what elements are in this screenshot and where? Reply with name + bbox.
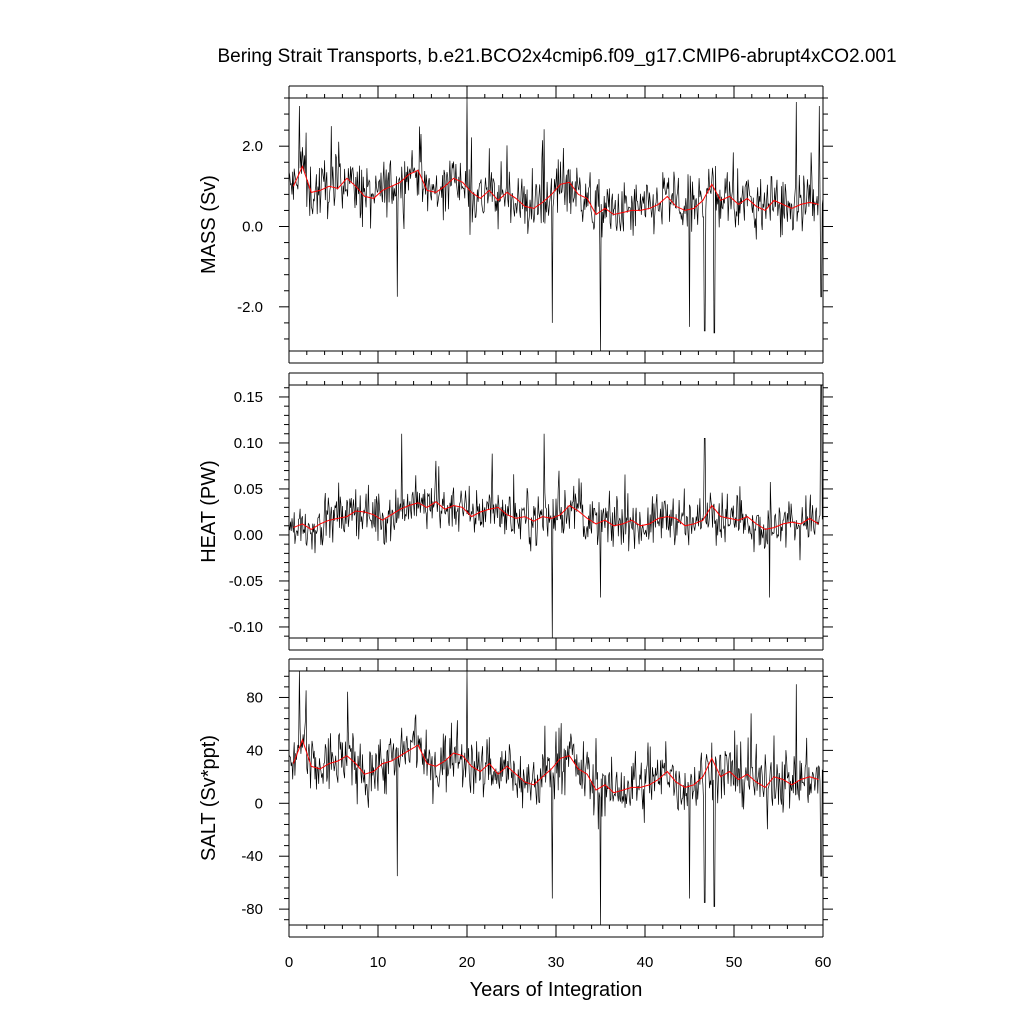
salt-ylabel: SALT (Sv*ppt) bbox=[198, 735, 220, 861]
mass-ytick-label: 0.0 bbox=[242, 219, 263, 236]
x-axis-label: Years of Integration bbox=[470, 979, 643, 1001]
heat-ytick-label: -0.05 bbox=[229, 573, 263, 590]
xtick-label: 50 bbox=[726, 954, 743, 971]
xtick-label: 10 bbox=[370, 954, 387, 971]
salt-ytick-label: 80 bbox=[246, 689, 263, 706]
xtick-label: 40 bbox=[637, 954, 654, 971]
mass-ytick-label: 2.0 bbox=[242, 138, 263, 155]
salt-ytick-label: -40 bbox=[241, 848, 263, 865]
heat-ytick-label: 0.00 bbox=[234, 527, 263, 544]
heat-ytick-label: 0.10 bbox=[234, 435, 263, 452]
mass-monthly-series bbox=[288, 97, 824, 352]
mass-ylabel: MASS (Sv) bbox=[198, 175, 220, 274]
xtick-label: 30 bbox=[548, 954, 565, 971]
salt-annual-mean-series bbox=[292, 738, 819, 794]
xtick-label: 0 bbox=[285, 954, 293, 971]
heat-ytick-label: 0.15 bbox=[234, 389, 263, 406]
heat-ytick-label: 0.05 bbox=[234, 481, 263, 498]
xtick-label: 60 bbox=[815, 954, 832, 971]
heat-monthly-series bbox=[288, 384, 824, 639]
heat-ytick-label: -0.10 bbox=[229, 619, 263, 636]
salt-ytick-label: 40 bbox=[246, 742, 263, 759]
chart-title: Bering Strait Transports, b.e21.BCO2x4cm… bbox=[217, 46, 897, 67]
mass-ytick-label: -2.0 bbox=[237, 299, 263, 316]
salt-monthly-series bbox=[288, 670, 824, 926]
mass-annual-mean-series bbox=[292, 164, 819, 216]
xtick-label: 20 bbox=[459, 954, 476, 971]
heat-annual-mean-series bbox=[293, 501, 819, 530]
salt-ytick-label: -80 bbox=[241, 901, 263, 918]
heat-ylabel: HEAT (PW) bbox=[198, 460, 220, 563]
salt-ytick-label: 0 bbox=[255, 795, 263, 812]
